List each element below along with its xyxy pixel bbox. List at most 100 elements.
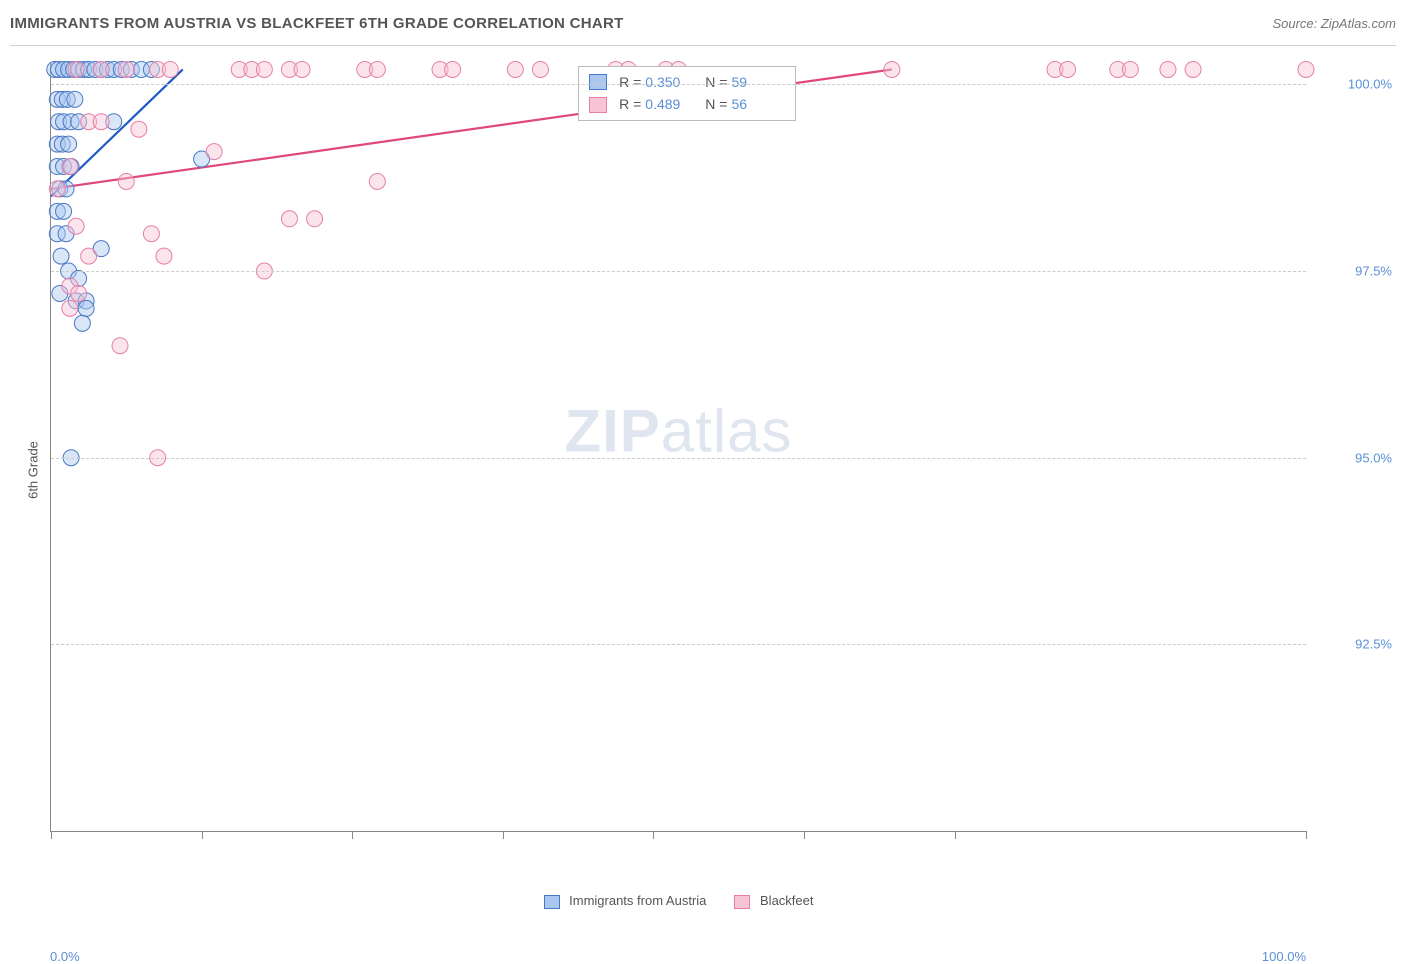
scatter-point xyxy=(58,226,74,242)
scatter-point xyxy=(49,136,65,152)
y-axis-label: 6th Grade xyxy=(25,441,40,499)
swatch-austria xyxy=(589,74,607,90)
x-tick xyxy=(202,831,203,839)
scatter-point xyxy=(66,61,82,77)
scatter-point xyxy=(52,181,68,197)
scatter-point xyxy=(51,61,67,77)
legend-label-blackfeet: Blackfeet xyxy=(760,893,813,908)
scatter-point xyxy=(1110,61,1126,77)
r-label: R = xyxy=(619,93,641,115)
scatter-point xyxy=(162,61,178,77)
swatch-austria xyxy=(544,895,560,909)
scatter-point xyxy=(68,293,84,309)
r-value-austria: 0.350 xyxy=(645,71,699,93)
source-attribution: Source: ZipAtlas.com xyxy=(1272,16,1396,31)
scatter-point xyxy=(93,114,109,130)
scatter-point xyxy=(123,61,139,77)
scatter-point xyxy=(71,61,87,77)
scatter-point xyxy=(49,226,65,242)
scatter-point xyxy=(432,61,448,77)
scatter-point xyxy=(76,61,92,77)
scatter-point xyxy=(63,159,79,175)
chart-container: 6th Grade ZIPatlas R = 0.350 N = 59 R = … xyxy=(10,52,1396,888)
scatter-point xyxy=(133,61,149,77)
scatter-point xyxy=(87,61,103,77)
scatter-point xyxy=(61,136,77,152)
scatter-point xyxy=(206,144,222,160)
r-label: R = xyxy=(619,71,641,93)
scatter-point xyxy=(156,248,172,264)
n-label: N = xyxy=(705,93,727,115)
scatter-point xyxy=(62,300,78,316)
scatter-point xyxy=(54,91,70,107)
scatter-point xyxy=(49,181,65,197)
trend-line xyxy=(51,69,183,196)
scatter-point xyxy=(81,114,97,130)
scatter-point xyxy=(118,173,134,189)
scatter-point xyxy=(143,61,159,77)
scatter-point xyxy=(1060,61,1076,77)
gridline xyxy=(51,458,1306,459)
scatter-point xyxy=(68,218,84,234)
scatter-point xyxy=(71,114,87,130)
watermark-light: atlas xyxy=(661,398,793,465)
scatter-point xyxy=(532,61,548,77)
scatter-point xyxy=(369,173,385,189)
scatter-point xyxy=(1047,61,1063,77)
watermark-bold: ZIP xyxy=(564,398,660,465)
legend-label-austria: Immigrants from Austria xyxy=(569,893,706,908)
scatter-point xyxy=(54,136,70,152)
x-tick xyxy=(804,831,805,839)
scatter-points-layer xyxy=(51,62,1306,831)
scatter-point xyxy=(81,248,97,264)
scatter-point xyxy=(78,300,94,316)
scatter-point xyxy=(93,241,109,257)
scatter-point xyxy=(49,91,65,107)
n-value-austria: 59 xyxy=(731,71,785,93)
scatter-point xyxy=(231,61,247,77)
scatter-point xyxy=(63,114,79,130)
scatter-point xyxy=(71,285,87,301)
scatter-point xyxy=(53,248,69,264)
scatter-point xyxy=(194,151,210,167)
scatter-point xyxy=(61,61,77,77)
scatter-point xyxy=(1122,61,1138,77)
watermark: ZIPatlas xyxy=(564,397,792,466)
scatter-point xyxy=(884,61,900,77)
scatter-point xyxy=(78,293,94,309)
scatter-point xyxy=(51,114,67,130)
scatter-point xyxy=(68,61,84,77)
scatter-point xyxy=(67,91,83,107)
x-tick xyxy=(51,831,52,839)
scatter-point xyxy=(131,121,147,137)
legend-item-austria: Immigrants from Austria xyxy=(544,893,707,909)
scatter-point xyxy=(56,159,72,175)
scatter-point xyxy=(281,211,297,227)
scatter-point xyxy=(507,61,523,77)
scatter-point xyxy=(445,61,461,77)
scatter-point xyxy=(357,61,373,77)
scatter-point xyxy=(58,181,74,197)
plot-area: ZIPatlas R = 0.350 N = 59 R = 0.489 N = … xyxy=(50,62,1306,832)
scatter-point xyxy=(62,278,78,294)
scatter-point xyxy=(1298,61,1314,77)
n-value-blackfeet: 56 xyxy=(731,93,785,115)
scatter-point xyxy=(99,61,115,77)
legend: Immigrants from Austria Blackfeet xyxy=(544,893,814,909)
scatter-point xyxy=(74,315,90,331)
scatter-point xyxy=(118,61,134,77)
scatter-point xyxy=(1160,61,1176,77)
scatter-point xyxy=(56,61,72,77)
legend-item-blackfeet: Blackfeet xyxy=(734,893,813,909)
scatter-point xyxy=(93,61,109,77)
scatter-point xyxy=(71,271,87,287)
scatter-point xyxy=(294,61,310,77)
x-axis-max-label: 100.0% xyxy=(1262,949,1306,964)
scatter-point xyxy=(47,61,63,77)
swatch-blackfeet xyxy=(589,97,607,113)
scatter-point xyxy=(244,61,260,77)
stats-row-austria: R = 0.350 N = 59 xyxy=(589,71,785,93)
scatter-point xyxy=(281,61,297,77)
x-tick xyxy=(352,831,353,839)
y-tick-label: 92.5% xyxy=(1312,637,1392,652)
